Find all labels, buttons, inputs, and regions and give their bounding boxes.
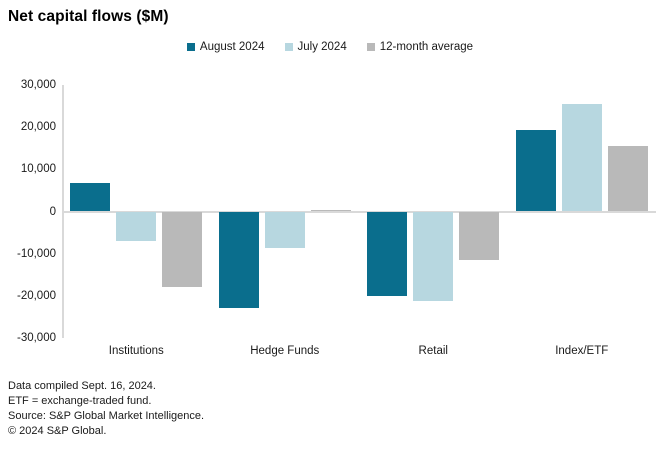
y-axis-tick-label: 10,000 <box>20 163 56 176</box>
bar-12-month-average-hedge-funds <box>310 210 351 212</box>
y-axis-tick-label: -30,000 <box>16 332 56 344</box>
bar-july-2024-hedge-funds <box>264 211 305 248</box>
x-axis-label-index-etf: Index/ETF <box>555 345 609 357</box>
bar-august-2024-retail <box>367 211 408 296</box>
bar-12-month-average-index-etf <box>607 146 648 212</box>
footer-notes: Data compiled Sept. 16, 2024. ETF = excha… <box>8 379 204 439</box>
legend-label: 12-month average <box>379 41 474 53</box>
footer-line: Source: S&P Global Market Intelligence. <box>8 410 205 422</box>
legend-swatch-august-2024 <box>186 43 195 51</box>
bar-july-2024-retail <box>413 211 454 301</box>
legend-item-12-month-average: 12-month average <box>366 41 474 53</box>
legend-item-august-2024: August 2024 <box>186 41 265 53</box>
y-axis-tick-label: -20,000 <box>16 289 56 302</box>
y-axis-tick-label: -10,000 <box>16 247 56 260</box>
footer-line: ETF = exchange-traded fund. <box>8 395 152 407</box>
x-axis-label-hedge-funds: Hedge Funds <box>250 345 320 357</box>
legend-swatch-12-month-average <box>366 43 375 51</box>
bar-august-2024-institutions <box>70 182 111 212</box>
legend-item-july-2024: July 2024 <box>284 41 347 53</box>
legend: August 2024 July 2024 12-month average <box>0 41 660 53</box>
bar-august-2024-index-etf <box>515 130 556 212</box>
legend-swatch-july-2024 <box>284 43 293 51</box>
y-axis-tick-label: 0 <box>49 205 56 218</box>
bar-july-2024-index-etf <box>561 103 602 212</box>
bar-12-month-average-institutions <box>162 211 203 287</box>
legend-label: July 2024 <box>297 41 347 53</box>
chart-title: Net capital flows ($M) <box>8 8 169 25</box>
bar-12-month-average-retail <box>459 211 500 261</box>
zero-baseline <box>62 210 656 213</box>
footer-line: © 2024 S&P Global. <box>8 425 107 437</box>
y-axis-tick-label: 30,000 <box>20 79 56 91</box>
footer-line: Data compiled Sept. 16, 2024. <box>8 380 156 392</box>
y-axis-tick-label: 20,000 <box>20 121 56 134</box>
bar-july-2024-institutions <box>116 211 157 242</box>
legend-label: August 2024 <box>199 41 265 53</box>
x-axis-label-institutions: Institutions <box>108 345 164 357</box>
x-axis-label-retail: Retail <box>418 345 448 357</box>
bar-august-2024-hedge-funds <box>218 211 259 308</box>
